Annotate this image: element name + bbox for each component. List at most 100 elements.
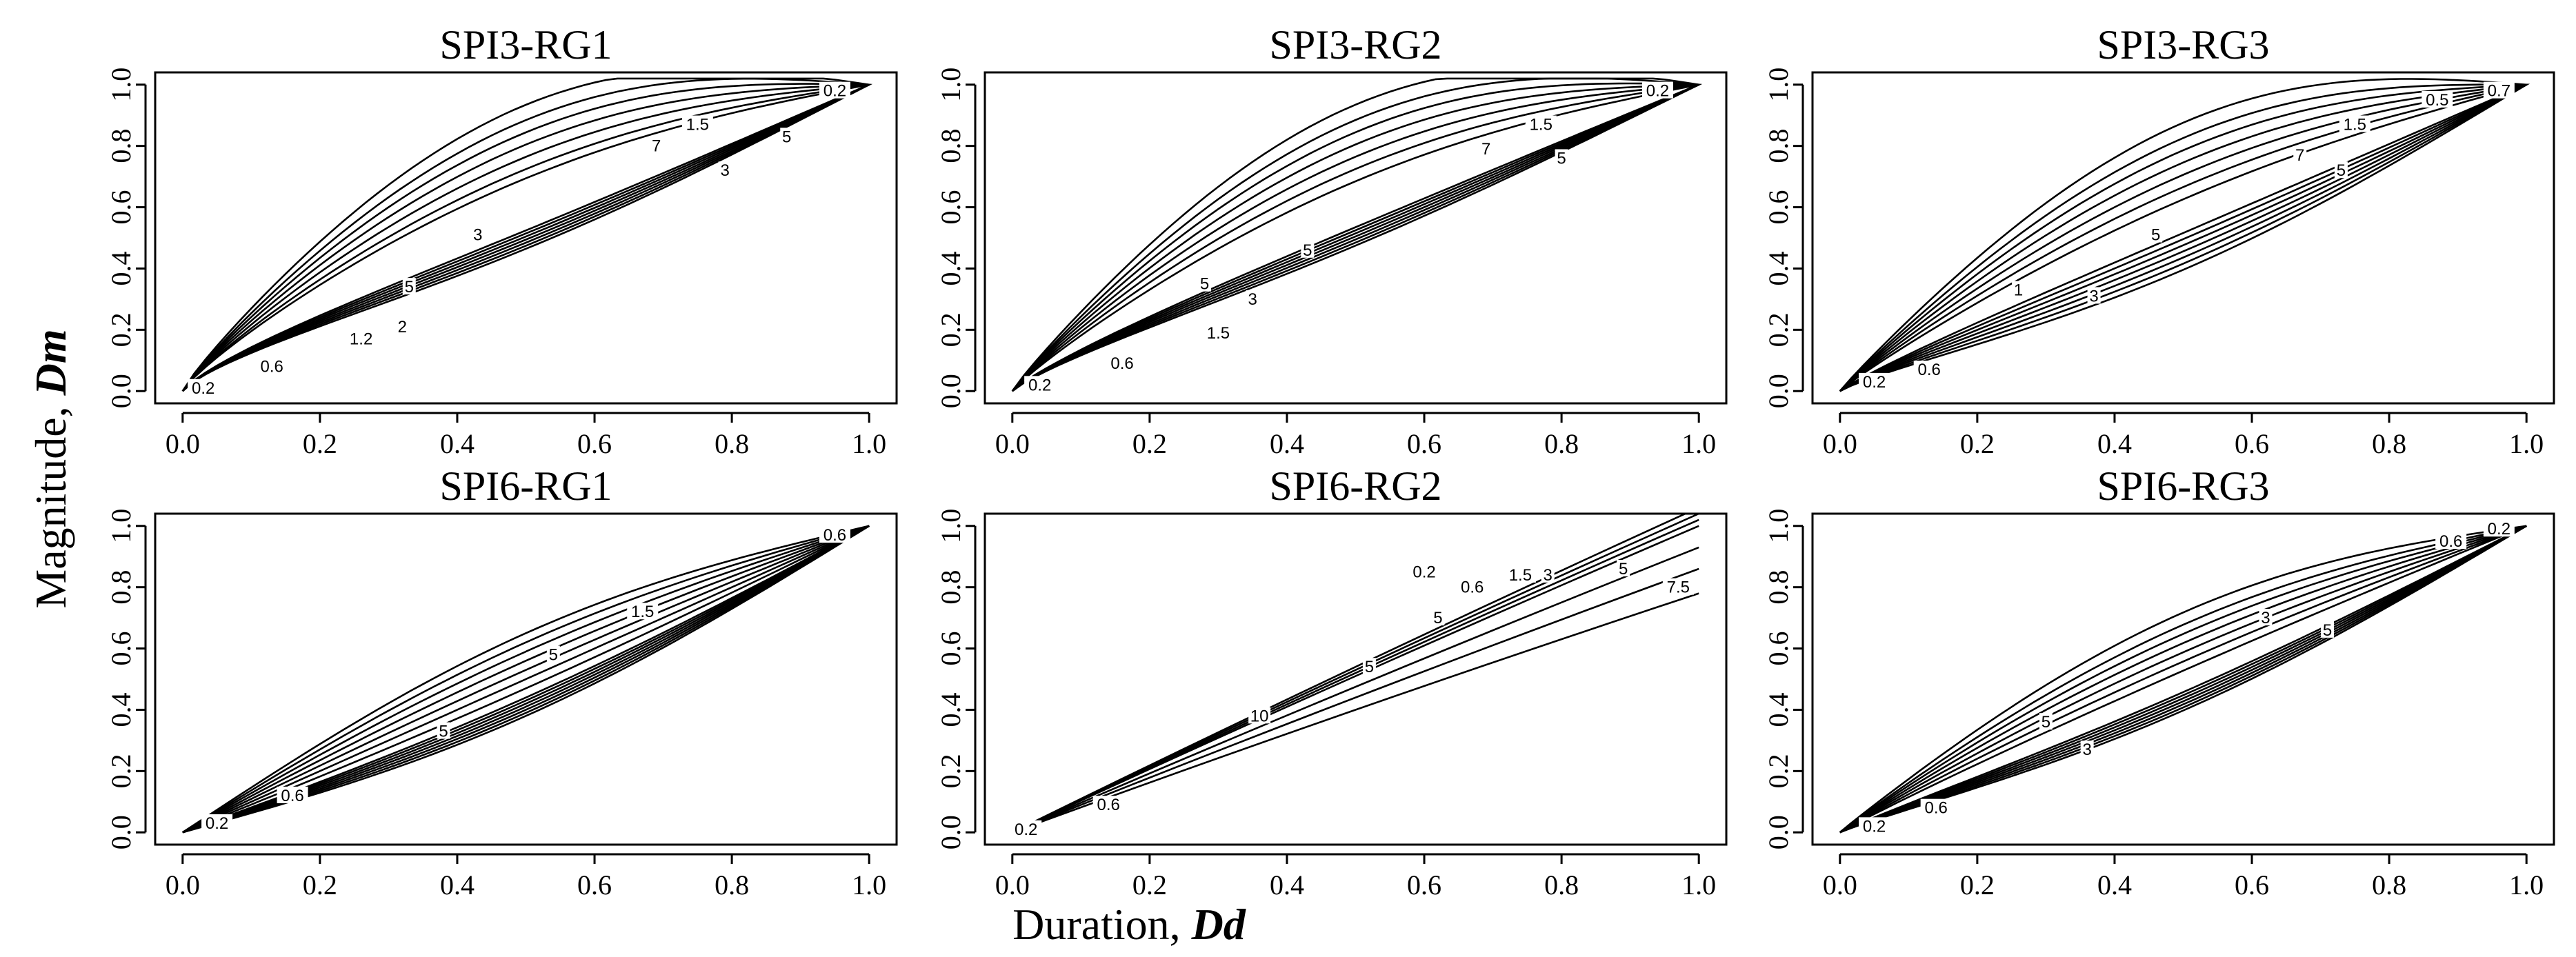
contour-label-bg	[256, 357, 288, 374]
x-tick-label: 0.6	[1407, 869, 1441, 900]
contour-line-7	[1839, 525, 2527, 834]
contour-label-bg	[1641, 81, 1673, 99]
y-tick-label: 1.0	[935, 509, 966, 543]
y-tick-label: 0.4	[1763, 251, 1794, 285]
contour-label: 5	[405, 278, 414, 296]
y-tick-label: 0.8	[106, 570, 137, 605]
x-tick-label: 0.0	[166, 428, 200, 459]
x-tick-label: 1.0	[2509, 869, 2544, 900]
contour-label: 1.2	[350, 330, 372, 349]
contour-label-bg	[1024, 376, 1056, 393]
contour-line-3	[1012, 525, 1699, 834]
y-tick-label: 1.0	[1763, 68, 1794, 102]
panel-title: SPI3-RG1	[439, 22, 612, 68]
contour-lines	[1012, 514, 1699, 834]
contour-label: 5	[2151, 226, 2160, 245]
contour-line-7-5	[1012, 567, 1699, 834]
contour-label-bg	[627, 603, 659, 620]
x-tick-label: 1.0	[852, 428, 886, 459]
contour-label-bg	[1301, 241, 1315, 258]
panel-title: SPI6-RG1	[439, 463, 612, 509]
contour-label: 1.5	[631, 603, 654, 621]
y-tick-label: 0.4	[935, 692, 966, 727]
contour-label-bg	[2259, 609, 2273, 626]
contour-label: 2	[398, 318, 407, 336]
x-tick-label: 0.4	[1270, 869, 1304, 900]
x-tick-label: 0.6	[2235, 428, 2269, 459]
x-tick-label: 0.2	[1132, 869, 1167, 900]
contour-label-bg	[1479, 140, 1493, 157]
contour-label: 0.2	[823, 82, 846, 101]
contour-lines	[182, 525, 870, 834]
panel-spi3-rg1: SPI3-RG1 0.2 0.6 1.2 2 5 3 3 7 1.5 5 0.2 0.0 0.2 0.4 0.…	[106, 22, 898, 459]
y-tick-label: 0.2	[106, 312, 137, 347]
contour-label-bg	[1202, 323, 1234, 341]
contour-label: 3	[1544, 566, 1552, 585]
contour-label-bg	[718, 161, 732, 179]
plot-frame	[154, 71, 898, 405]
contour-label: 0.2	[206, 814, 228, 833]
contour-label-bg	[188, 379, 219, 396]
contour-label: 0.6	[1110, 354, 1133, 373]
y-tick-label: 0.6	[935, 632, 966, 666]
x-tick-label: 0.8	[715, 428, 749, 459]
y-tick-label: 0.6	[1763, 632, 1794, 666]
contour-label-bg	[546, 645, 560, 663]
contour-label: 0.2	[192, 379, 214, 398]
contour-label-bg	[2334, 161, 2348, 179]
contour-line-7	[181, 83, 870, 392]
x-tick-label: 0.4	[2097, 869, 2132, 900]
contour-label-bg	[780, 128, 794, 145]
x-tick-label: 0.8	[1544, 869, 1579, 900]
contour-label-bg	[2080, 741, 2094, 758]
panel-spi6-rg2: SPI6-RG2 0.2 0.6 10 5 0.2 0.6 1.5 3 5 5 7.5 0.0 0.2 0.…	[935, 463, 1728, 900]
y-tick-label: 1.0	[935, 68, 966, 102]
contour-label-bg	[2293, 146, 2307, 163]
y-tick-label: 0.6	[1763, 190, 1794, 225]
contour-label: 10	[1250, 707, 1269, 725]
contour-label-bg	[1431, 609, 1445, 626]
contour-label-bg	[1362, 658, 1376, 675]
contour-label-bg	[1457, 578, 1488, 595]
y-tick-label: 0.6	[106, 632, 137, 666]
contour-label: 0.6	[2439, 532, 2462, 551]
contour-label-bg	[402, 278, 416, 295]
contour-label-bg	[681, 115, 713, 132]
contour-label-bg	[819, 526, 850, 543]
panel-title: SPI6-RG2	[1269, 463, 1441, 509]
y-tick-label: 0.2	[106, 754, 137, 788]
y-tick-label: 0.2	[1763, 754, 1794, 788]
contour-label-bg	[395, 317, 409, 334]
x-tick-label: 0.0	[166, 869, 200, 900]
x-tick-label: 0.0	[1823, 428, 1857, 459]
y-tick-label: 0.4	[106, 251, 137, 285]
contour-label-bg	[201, 814, 233, 831]
contour-label-bg	[2435, 532, 2467, 549]
contour-label-bg	[1920, 798, 1952, 816]
y-tick-label: 0.0	[1763, 374, 1794, 408]
plot-frame	[1811, 71, 2555, 405]
contour-line-5	[1012, 546, 1699, 834]
x-tick-label: 0.6	[577, 869, 612, 900]
y-tick-label: 0.8	[1763, 129, 1794, 163]
contour-label: 5	[439, 723, 448, 741]
panel-spi3-rg3: SPI3-RG3 0.2 0.6 1 3 5 7 5 1.5 0.5 0.7 0.0 0.2 0.4 0.6…	[1763, 22, 2555, 459]
x-tick-label: 0.2	[1960, 869, 1995, 900]
y-axis-title: Magnitude, Dm	[26, 329, 75, 608]
x-tick-label: 0.0	[995, 869, 1030, 900]
y-tick-label: 0.4	[1763, 692, 1794, 727]
panel-spi6-rg3: SPI6-RG3 0.2 0.6 5 3 3 5 0.6 0.2 0.0 0.2 0.4 0.6 0.8 1…	[1763, 463, 2555, 900]
contour-label: 0.7	[2488, 82, 2510, 101]
contour-label: 5	[1303, 241, 1312, 260]
x-tick-label: 0.8	[2372, 428, 2406, 459]
contour-label-bg	[1859, 372, 1890, 390]
y-tick-label: 0.8	[935, 570, 966, 605]
contour-label: 0.6	[1097, 796, 1119, 814]
x-tick-label: 0.6	[577, 428, 612, 459]
x-tick-label: 0.4	[1270, 428, 1304, 459]
y-tick-label: 0.0	[106, 374, 137, 408]
contour-label: 7.5	[1667, 578, 1690, 597]
contour-label-bg	[2483, 520, 2515, 537]
x-tick-label: 0.2	[1132, 428, 1167, 459]
contour-label-bg	[819, 81, 850, 99]
